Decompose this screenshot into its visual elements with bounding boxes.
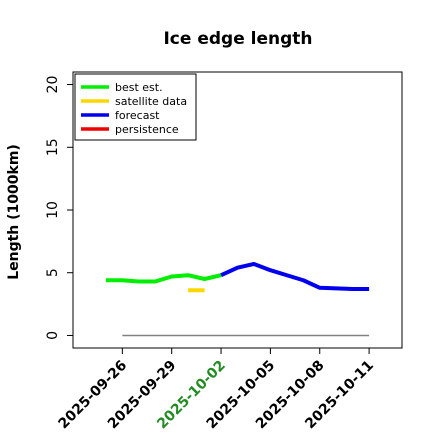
y-tick-label: 10 [45, 201, 61, 219]
chart-title: Ice edge length [163, 29, 312, 49]
y-tick-label: 5 [45, 268, 61, 277]
y-tick-label: 20 [45, 76, 61, 94]
series-line-best-est- [105, 273, 222, 284]
y-tick-label: 15 [45, 138, 61, 156]
legend-entry: forecast [115, 109, 160, 122]
legend-entry: satellite data [115, 95, 187, 108]
y-axis-label: Length (1000km) [6, 144, 22, 280]
legend: best est.satellite dataforecastpersisten… [74, 73, 197, 141]
series-line-forecast [220, 261, 370, 292]
legend-entry: best est. [115, 81, 163, 94]
y-tick-label: 0 [45, 331, 61, 340]
legend-entry: persistence [115, 123, 179, 136]
